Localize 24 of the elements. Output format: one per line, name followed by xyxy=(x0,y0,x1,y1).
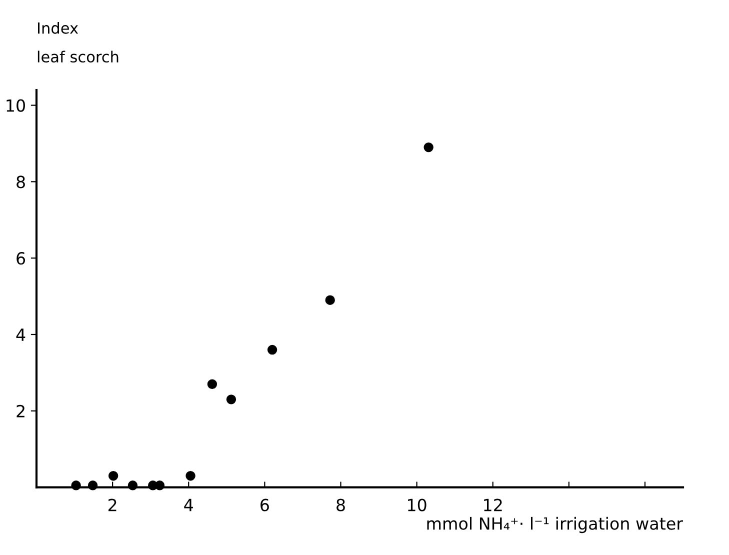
point xyxy=(88,480,98,490)
x-tick-label: 6 xyxy=(260,498,269,512)
point xyxy=(267,344,278,355)
point xyxy=(424,142,434,152)
x-tick-label: 2 xyxy=(108,498,116,512)
x-tick-label: 10 xyxy=(408,498,426,512)
point xyxy=(128,480,138,490)
point xyxy=(186,470,196,481)
point xyxy=(154,480,165,490)
point xyxy=(108,470,118,481)
x-axis-title: mmol NH₄⁺· l⁻¹ irrigation water xyxy=(427,516,684,534)
y-tick-label: 4 xyxy=(16,328,26,341)
point xyxy=(325,295,335,305)
y-tick-label: 10 xyxy=(6,99,25,112)
x-tick-label: 4 xyxy=(184,498,193,512)
y-tick-label: 6 xyxy=(16,252,26,265)
point xyxy=(207,379,218,390)
point xyxy=(71,480,81,490)
y-tick-label: 2 xyxy=(16,404,24,418)
y-tick-label: 8 xyxy=(16,176,25,188)
y-axis-title: Index leaf scorch xyxy=(38,22,118,63)
x-tick-label: 12 xyxy=(484,498,502,512)
x-tick-label: 8 xyxy=(336,498,345,512)
point xyxy=(226,394,236,404)
